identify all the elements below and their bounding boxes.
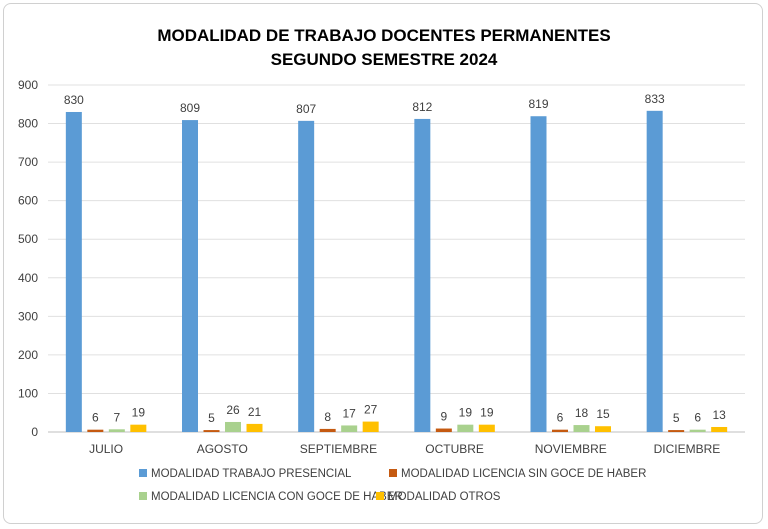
y-tick-label: 100 [18,386,38,400]
x-tick-label: SEPTIEMBRE [300,442,377,456]
data-label: 807 [296,102,316,116]
bar [711,426,728,432]
chart-subtitle: SEGUNDO SEMESTRE 2024 [271,50,498,69]
y-tick-label: 0 [31,425,38,439]
legend: MODALIDAD TRABAJO PRESENCIAL MODALIDAD LI… [139,468,646,503]
bar [182,120,198,432]
x-tick-label: OCTUBRE [425,442,484,456]
legend-swatch [376,492,384,500]
bars [65,110,728,433]
bar [108,429,125,432]
bar [646,110,663,433]
y-tick-label: 700 [18,155,38,169]
data-label: 8 [324,410,331,424]
legend-swatch [139,492,147,500]
legend-swatch [389,469,397,477]
bar [319,428,336,432]
data-label: 830 [64,93,84,107]
bar [362,421,379,432]
data-label: 6 [557,411,564,425]
y-tick-label: 900 [18,78,38,92]
data-label: 5 [673,411,680,425]
y-tick-label: 400 [18,271,38,285]
bar [668,430,685,432]
y-tick-label: 200 [18,348,38,362]
legend-label: MODALIDAD TRABAJO PRESENCIAL [151,468,352,480]
bar [65,111,82,432]
y-tick-label: 300 [18,309,38,323]
data-label: 7 [113,410,120,424]
data-label: 21 [248,405,262,419]
bar [203,430,220,432]
bar [552,429,568,432]
bar [414,118,431,432]
bar [573,425,590,432]
data-label: 19 [480,406,494,420]
chart-title: MODALIDAD DE TRABAJO DOCENTES PERMANENTE… [157,26,610,45]
bar [478,424,495,432]
x-tick-label: AGOSTO [197,442,248,456]
data-label: 13 [712,408,726,422]
x-tick-label: DICIEMBRE [654,442,721,456]
bar [689,429,706,432]
bar [457,424,474,432]
data-label: 6 [92,411,99,425]
y-tick-label: 600 [18,194,38,208]
bar [246,423,263,432]
bar [130,424,147,432]
y-axis: 0 100 200 300 400 500 600 700 800 900 [18,78,38,439]
legend-label: MODALIDAD LICENCIA CON GOCE DE HABER [151,491,403,503]
data-label: 9 [440,410,447,424]
data-label: 833 [645,92,665,106]
gridlines [48,84,745,433]
data-label: 819 [528,97,548,111]
data-label: 26 [226,403,240,417]
legend-swatch [139,469,147,477]
data-label: 809 [180,101,200,115]
data-label: 5 [208,411,215,425]
x-tick-label: JULIO [89,442,123,456]
data-label: 19 [459,406,473,420]
data-label: 15 [596,407,610,421]
bar [225,421,241,432]
data-label: 27 [364,403,378,417]
y-tick-label: 800 [18,117,38,131]
data-label: 19 [132,406,146,420]
legend-label: MODALIDAD LICENCIA SIN GOCE DE HABER [401,468,646,480]
bar [87,429,104,432]
data-label: 17 [342,406,356,420]
data-label: 18 [575,406,589,420]
chart-frame [3,3,763,524]
bar [435,428,452,432]
bar [341,425,358,432]
data-label: 6 [694,411,701,425]
bar [530,116,547,432]
data-label: 812 [412,100,432,114]
x-axis: JULIO AGOSTO SEPTIEMBRE OCTUBRE NOVIEMBRE DIC… [89,442,720,456]
bar [595,426,611,432]
x-tick-label: NOVIEMBRE [535,442,607,456]
bar [298,120,315,433]
y-tick-label: 500 [18,232,38,246]
legend-label: MODALIDAD OTROS [388,491,501,503]
